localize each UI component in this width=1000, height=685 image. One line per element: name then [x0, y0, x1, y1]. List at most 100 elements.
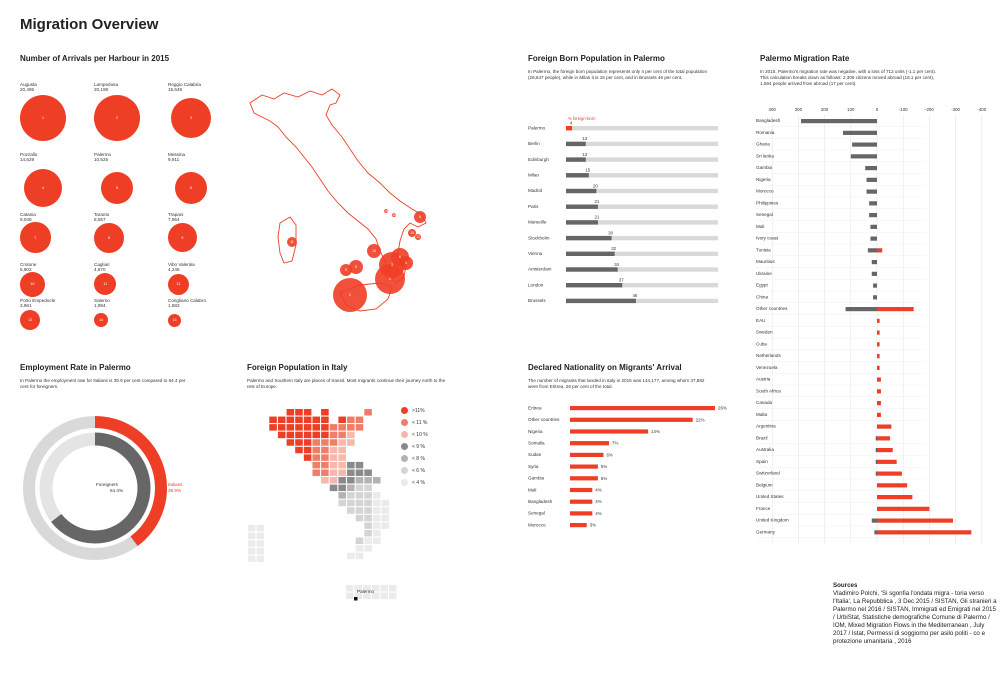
foreign-born-city-label: Amsterdam: [528, 267, 552, 272]
map-bubble-label: 11: [290, 240, 294, 244]
map-harbour-bubble: [349, 260, 363, 274]
rate-country-label: Brazil: [756, 435, 768, 440]
foreign-born-track: [566, 126, 718, 131]
rate-country-label: South Africa: [756, 388, 781, 393]
map-cell: [303, 446, 312, 454]
map-cell: [338, 461, 346, 469]
rate-tick-label: 0: [876, 107, 879, 112]
foreign-born-bar: [566, 235, 612, 241]
rate-country-label: EAU: [756, 318, 765, 323]
map-cell: [321, 409, 329, 416]
map-cell: [312, 416, 321, 424]
foreign-born-track: [566, 173, 718, 178]
map-harbour-bubble: [415, 234, 421, 240]
foreign-born-bar: [566, 283, 623, 288]
foreign-born-value: 34: [614, 262, 619, 267]
nationality-bar-chart: Eritrea 26% Other countries 22% Nigeria 14% So…: [528, 405, 727, 527]
map-bubble-label: 13: [372, 249, 376, 253]
rate-country-label: Argentina: [756, 424, 776, 429]
foreign-population-pixel-map: [248, 409, 397, 601]
map-cell: [312, 469, 321, 476]
legend-swatch: [401, 407, 408, 414]
harbour-name: Catania: [20, 212, 36, 217]
legend-label: < 4 %: [412, 480, 425, 486]
map-cell: [312, 424, 321, 431]
map-cell: [364, 514, 372, 522]
map-cell: [364, 545, 372, 552]
rate-arrived-bar: [871, 271, 877, 276]
harbour-bubble: 7: [20, 222, 51, 253]
map-cell: [312, 431, 321, 439]
map-cell: [381, 499, 390, 507]
map-bubble-label: 14: [384, 209, 388, 213]
foreign-born-bar: [566, 298, 636, 304]
migration-rate-heading: Palermo Migration Rate: [760, 54, 850, 63]
foreign-born-city-label: Vienna: [528, 251, 543, 256]
legend-swatch: [401, 419, 408, 426]
harbour-name: Taranto: [94, 212, 110, 217]
rate-country-label: Nigeria: [756, 177, 771, 182]
map-harbour-bubble: [414, 211, 426, 223]
map-cell: [338, 416, 346, 424]
rate-country-label: Egypt: [756, 283, 768, 288]
harbour-name: Pozzallo: [20, 152, 38, 157]
rate-arrived-bar: [870, 224, 877, 229]
map-cell: [329, 484, 338, 492]
legend-label: < 6 %: [412, 468, 425, 474]
legend-label: < 11 %: [412, 420, 428, 426]
map-cell: [303, 424, 312, 431]
rate-country-label: Morocco: [756, 189, 774, 194]
rate-arrived-bar: [875, 436, 877, 441]
italians-label: Italians: [168, 482, 183, 487]
map-cell: [321, 439, 329, 446]
harbour-name: Cagliari: [94, 262, 110, 267]
rate-moved-bar: [877, 365, 880, 370]
rate-moved-bar: [877, 330, 880, 335]
map-cell: [338, 477, 346, 484]
rate-arrived-bar: [871, 518, 877, 523]
map-cell: [295, 446, 303, 454]
map-cell: [286, 439, 295, 446]
rate-country-label: Philippines: [756, 200, 779, 205]
map-cell: [338, 439, 346, 446]
rate-moved-bar: [877, 424, 892, 429]
map-cell: [277, 416, 286, 424]
rate-arrived-bar: [875, 448, 877, 453]
map-cell: [321, 461, 329, 469]
map-cell: [346, 592, 354, 600]
map-cell: [347, 477, 355, 484]
nationality-value: 5%: [601, 476, 607, 481]
map-cell: [321, 424, 329, 431]
rate-arrived-bar: [852, 142, 877, 147]
map-bubble-label: 1: [349, 293, 351, 297]
rate-country-label: Spain: [756, 459, 768, 464]
harbour-name: Vibo Valentia: [168, 262, 195, 267]
rate-moved-bar: [877, 318, 880, 323]
rate-country-label: United Kingdom: [756, 518, 789, 523]
map-harbour-bubble: [408, 229, 416, 237]
map-cell: [364, 409, 372, 416]
rate-arrived-bar: [871, 260, 877, 265]
map-cell: [338, 499, 346, 507]
map-harbour-bubble: [367, 244, 381, 258]
map-harbour-bubble: [287, 237, 297, 247]
legend-label: < 10 %: [412, 432, 428, 438]
foreign-born-bar: [566, 204, 598, 209]
map-bubble-label: 5: [355, 265, 357, 269]
rate-tick-label: -400: [977, 107, 986, 112]
nationality-label: Other countries: [528, 417, 560, 422]
map-cell: [248, 540, 256, 547]
nationality-value: 26%: [718, 406, 727, 411]
nationality-bar: [570, 429, 649, 434]
map-cell: [303, 439, 312, 446]
map-cell: [364, 507, 372, 514]
sardinia-outline: [277, 216, 297, 264]
nationality-bar: [570, 464, 598, 469]
harbour-count: 4,870: [94, 267, 106, 272]
map-cell: [269, 424, 277, 431]
nationality-label: Morocco: [528, 522, 546, 527]
map-cell: [372, 499, 381, 507]
map-cell: [338, 454, 346, 461]
italians-value: 39.9%: [168, 488, 182, 493]
